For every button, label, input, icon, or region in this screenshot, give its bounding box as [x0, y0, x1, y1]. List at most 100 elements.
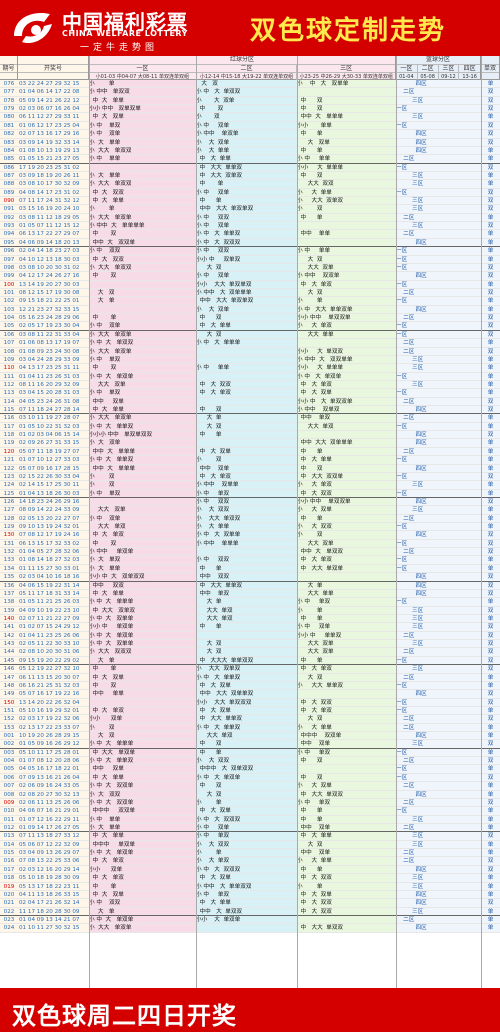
odd-even-cell: 双 — [481, 163, 500, 171]
odd-even-cell: 单 — [481, 681, 500, 690]
zone3-cell: 中中中 双双单 — [297, 732, 396, 740]
blue-zone-cell: 四区 — [396, 138, 481, 146]
zone3-cell: 小 中 单单 — [297, 155, 396, 163]
draw-numbers: 17 19 20 23 25 31 02 — [18, 163, 89, 171]
zone1-cell: 小 中中 单双单 — [89, 548, 196, 556]
zone1-cell: 小 大 单单 — [89, 823, 196, 832]
draw-numbers: 02 13 17 22 23 33 07 — [18, 723, 89, 732]
header: 中国福利彩票 CHINA WELFARE LOTTERY 一定牛走势图 双色球定… — [0, 0, 500, 56]
issue-number: 013 — [0, 832, 18, 840]
issue-number: 106 — [0, 330, 18, 339]
zone3-cell: 中中 大 单单单 — [297, 113, 396, 121]
blue-zone-cell: 二区 — [396, 347, 481, 355]
table-row: 109 03 04 24 28 29 33 09 小 中 单双 小 中中 大 双双单单… — [0, 355, 500, 365]
zone3-cell: 中 大 单双 — [297, 380, 396, 389]
odd-even-cell: 双 — [481, 589, 500, 598]
zone1-cell: 中 双 — [89, 539, 196, 548]
odd-even-cell: 双 — [481, 205, 500, 213]
issue-number: 098 — [0, 263, 18, 272]
zone3-cell — [297, 238, 396, 247]
zone3-cell: 中 单 — [297, 815, 396, 823]
zone2-cell: 小 中 大 单单双 — [196, 230, 297, 238]
zone1-cell: 小 中 单双 — [89, 355, 196, 364]
zone1-cell — [89, 280, 196, 288]
issue-number: 146 — [0, 665, 18, 673]
table-row: 112 08 11 16 20 29 32 09 大大 双单 中 大 双双 中 大… — [0, 380, 500, 390]
draw-numbers: 05 11 17 18 31 33 14 — [18, 589, 89, 598]
table-row: 086 17 19 20 23 25 31 02 中 大大 单单双 小小 大 单单单… — [0, 163, 500, 172]
zone1-cell: 中 单 — [89, 314, 196, 322]
issue-number: 008 — [0, 790, 18, 798]
table-row: 011 01 07 12 16 22 29 11 小 中 单单小 中 大 双双双 中… — [0, 815, 500, 824]
table-row: 090 07 11 17 24 31 32 12 中 大 单单 中 单小 大大 双… — [0, 197, 500, 206]
zone2-cell: 小 中 单双 — [196, 489, 297, 497]
odd-even-cell: 单 — [481, 598, 500, 606]
zone2-cell: 小 大 单双 — [196, 857, 297, 865]
table-row: 077 01 04 06 14 17 22 08 小 中中 单双双小 中 大 单双双… — [0, 88, 500, 97]
draw-numbers: 07 08 13 22 25 33 06 — [18, 857, 89, 865]
zone1-cell: 小 中 双单 — [89, 514, 196, 523]
blue-zone-cell: 二区 — [396, 213, 481, 222]
zone2-cell: 小 单 — [196, 798, 297, 807]
issue-number: 132 — [0, 548, 18, 556]
zone2-cell: 中 大 双单 — [196, 447, 297, 456]
table-row: 151 05 10 16 19 29 32 01 中 大 单双 中 大 双单 中 … — [0, 706, 500, 716]
draw-numbers: 01 11 15 27 30 33 01 — [18, 564, 89, 573]
odd-even-cell: 单 — [481, 564, 500, 573]
odd-even-cell: 双 — [481, 640, 500, 648]
blue-zone-cell: 三区 — [396, 606, 481, 614]
blue-zone-cell: 四区 — [396, 406, 481, 414]
zone2-cell: 中中 大 单双双 — [196, 907, 297, 915]
zone3-cell: 中中 双单 — [297, 823, 396, 832]
zone1-cell: 中 大 双单 — [89, 890, 196, 899]
blue-zone-cell: 一区 — [396, 539, 481, 548]
table-row: 007 02 06 09 16 24 33 05 小 中 大 双双单 中 双小 大 … — [0, 782, 500, 791]
zone3-cell: 中 大 双双 — [297, 698, 396, 706]
zone3-cell: 中 大 单双 — [297, 706, 396, 715]
issue-number: 101 — [0, 288, 18, 297]
zone2-cell: 小 双 — [196, 456, 297, 464]
blue-zone-cell: 四区 — [396, 272, 481, 280]
odd-even-cell: 单 — [481, 355, 500, 364]
zone3-cell: 小 大大 双单双 — [297, 197, 396, 205]
zone1-cell: 中 大 单单 — [89, 197, 196, 205]
draw-numbers: 01 04 05 27 28 32 06 — [18, 548, 89, 556]
brand-name-en: CHINA WELFARE LOTTERY — [62, 29, 188, 38]
odd-even-cell: 单 — [481, 489, 500, 497]
odd-even-cell: 单 — [481, 456, 500, 464]
zone3-cell: 中 双 — [297, 757, 396, 765]
blue-zone-cell: 二区 — [396, 723, 481, 732]
blue-zone-cell: 二区 — [396, 715, 481, 723]
zone1-cell: 小 中 大 双单单 — [89, 615, 196, 623]
table-row: 095 04 06 09 14 18 20 13 中中 大 双双单小 中 大 双双… — [0, 238, 500, 248]
blue-zone-cell: 三区 — [396, 840, 481, 849]
draw-numbers: 02 07 11 21 22 27 09 — [18, 615, 89, 623]
issue-number: 120 — [0, 447, 18, 456]
welfare-lottery-logo-icon — [14, 12, 52, 44]
draw-numbers: 02 08 10 20 30 31 06 — [18, 648, 89, 656]
zone1-cell: 中 大 双单 — [89, 113, 196, 121]
issue-number: 129 — [0, 523, 18, 531]
odd-even-cell: 单 — [481, 765, 500, 773]
blue-zone-cell: 三区 — [396, 832, 481, 840]
issue-number: 135 — [0, 573, 18, 581]
draw-numbers: 01 07 12 16 22 29 11 — [18, 815, 89, 823]
blue-zone-cell: 四区 — [396, 924, 481, 932]
zone2-cell: 中 大大 单单双 — [196, 715, 297, 723]
blue-zone-cell: 三区 — [396, 113, 481, 121]
table-row: 136 04 06 15 19 22 31 14 中中 双双 中 大大 单单双 大… — [0, 581, 500, 590]
blue-zone-cell: 一区 — [396, 322, 481, 330]
zone2-cell: 小 中 大 双双双 — [196, 815, 297, 823]
table-row: 003 05 10 11 17 25 28 01 中 大大 单双单 中 单小 中 … — [0, 748, 500, 758]
zone3-cell: 小 中中 大 双双单单 — [297, 355, 396, 364]
issue-number: 151 — [0, 706, 18, 715]
draw-numbers: 02 03 04 10 16 18 16 — [18, 573, 89, 581]
odd-even-cell: 双 — [481, 130, 500, 138]
draw-numbers: 04 10 12 13 18 30 03 — [18, 255, 89, 263]
zone3-cell — [297, 765, 396, 773]
draw-numbers: 08 12 15 17 19 30 08 — [18, 288, 89, 297]
draw-numbers: 06 11 13 15 20 30 07 — [18, 673, 89, 681]
table-row: 145 09 15 19 20 22 29 02 大 单 中 大大大 单单双双 中… — [0, 656, 500, 666]
zone3-cell — [297, 431, 396, 439]
zone1-cell: 小 双 — [89, 723, 196, 732]
